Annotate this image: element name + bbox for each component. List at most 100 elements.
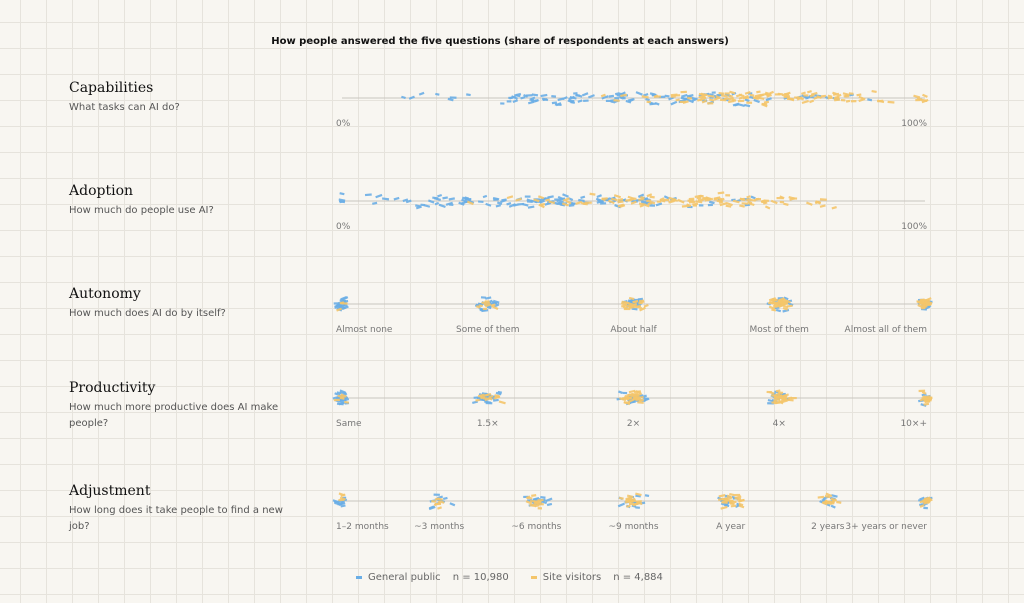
point-general-public (434, 201, 440, 206)
point-site-visitors (601, 197, 606, 202)
point-site-visitors (746, 101, 753, 104)
point-site-visitors (708, 98, 715, 102)
point-general-public (339, 389, 346, 394)
point-site-visitors (630, 200, 637, 205)
point-general-public (334, 305, 342, 309)
point-general-public (765, 97, 772, 102)
point-site-visitors (913, 94, 921, 99)
point-general-public (744, 103, 751, 108)
point-site-visitors (484, 393, 489, 397)
point-site-visitors (738, 93, 745, 98)
point-general-public (432, 196, 439, 200)
point-general-public (513, 203, 519, 207)
point-site-visitors (638, 197, 644, 201)
point-general-public (708, 200, 715, 205)
point-site-visitors (643, 303, 649, 308)
point-site-visitors (649, 195, 655, 199)
point-general-public (575, 93, 583, 98)
point-site-visitors (620, 93, 628, 98)
point-general-public (496, 201, 503, 206)
point-site-visitors (738, 504, 745, 509)
point-site-visitors (607, 199, 615, 205)
point-general-public (418, 91, 425, 96)
point-general-public (923, 506, 928, 510)
point-site-visitors (737, 99, 745, 103)
point-general-public (524, 195, 531, 198)
point-site-visitors (638, 299, 645, 303)
point-site-visitors (698, 92, 706, 97)
point-general-public (372, 201, 378, 205)
tick-label: 1.5× (477, 419, 499, 429)
point-general-public (711, 91, 716, 94)
point-site-visitors (717, 191, 725, 195)
point-site-visitors (483, 397, 488, 400)
point-site-visitors (589, 192, 596, 196)
panel-plot: 0% 100% (336, 89, 929, 129)
point-site-visitors (638, 395, 644, 400)
tick-label: 0% (336, 119, 351, 129)
tick-label: 100% (901, 119, 927, 129)
point-site-visitors (659, 199, 666, 203)
point-site-visitors (716, 196, 723, 201)
point-site-visitors (729, 502, 735, 506)
point-site-visitors (704, 198, 711, 202)
point-site-visitors (805, 201, 813, 206)
point-site-visitors (831, 206, 837, 210)
point-site-visitors (617, 200, 624, 204)
point-general-public (547, 195, 554, 199)
point-site-visitors (794, 96, 800, 99)
point-site-visitors (842, 92, 850, 96)
point-site-visitors (701, 99, 707, 104)
point-site-visitors (813, 95, 821, 100)
point-site-visitors (774, 304, 781, 309)
point-site-visitors (719, 202, 727, 207)
point-site-visitors (803, 94, 809, 97)
point-site-visitors (340, 493, 346, 498)
point-site-visitors (738, 96, 744, 100)
point-general-public (447, 97, 454, 102)
legend: General public n = 10,980 Site visitors … (356, 572, 679, 583)
point-general-public (581, 92, 589, 97)
point-general-public (698, 204, 704, 207)
point-site-visitors (575, 200, 583, 205)
point-site-visitors (801, 99, 809, 105)
point-site-visitors (925, 302, 933, 305)
point-site-visitors (783, 298, 791, 304)
point-general-public (445, 201, 454, 206)
point-site-visitors (634, 394, 640, 399)
point-site-visitors (638, 398, 644, 403)
point-general-public (401, 95, 406, 100)
point-site-visitors (639, 306, 646, 312)
panel-question: How long does it take people to find a n… (69, 505, 283, 532)
point-site-visitors (337, 394, 345, 399)
point-general-public (415, 204, 421, 208)
point-site-visitors (675, 98, 680, 102)
point-site-visitors (533, 500, 539, 504)
point-site-visitors (525, 500, 533, 505)
point-site-visitors (728, 96, 735, 101)
panel-adjustment: Adjustment How long does it take people t… (0, 483, 1024, 585)
point-general-public (466, 93, 471, 97)
point-site-visitors (613, 99, 620, 102)
point-general-public (506, 100, 512, 103)
point-site-visitors (625, 304, 633, 308)
point-site-visitors (628, 499, 634, 503)
point-site-visitors (475, 305, 481, 309)
point-site-visitors (777, 400, 784, 405)
point-site-visitors (920, 298, 927, 302)
tick-label: 2 years (811, 522, 845, 532)
point-site-visitors (858, 95, 866, 101)
point-general-public (707, 203, 713, 207)
point-general-public (920, 403, 927, 407)
point-site-visitors (743, 96, 750, 100)
point-general-public (520, 96, 526, 100)
panel-name: Autonomy (69, 286, 141, 302)
point-general-public (438, 203, 446, 208)
point-site-visitors (565, 200, 572, 205)
point-general-public (649, 204, 656, 207)
legend-swatch-general-public (356, 576, 362, 579)
point-site-visitors (728, 94, 733, 98)
point-site-visitors (628, 502, 634, 506)
point-general-public (534, 99, 539, 103)
point-general-public (654, 101, 660, 106)
